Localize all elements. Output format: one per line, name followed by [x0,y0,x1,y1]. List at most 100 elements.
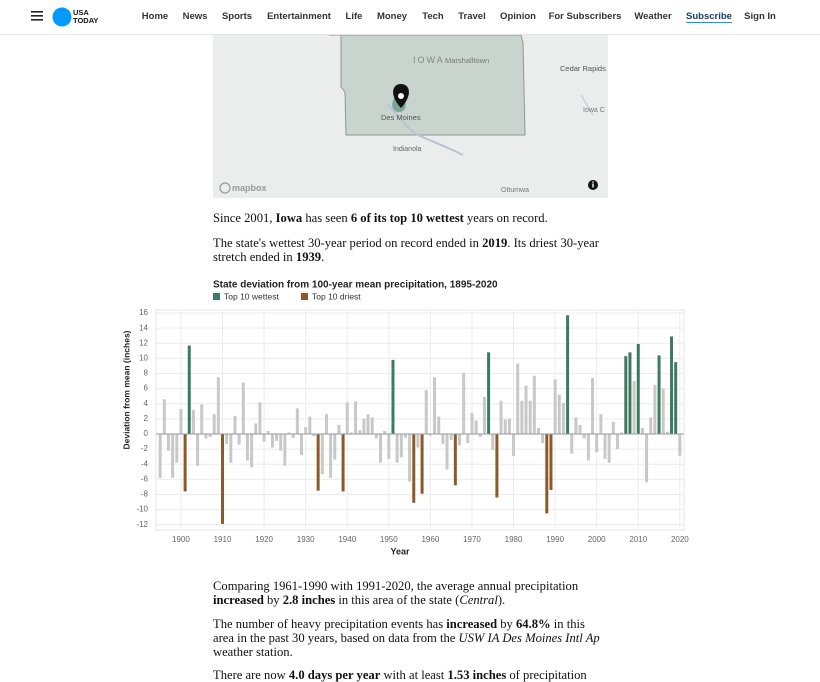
bar [462,372,466,434]
y-tick-label: 0 [144,429,149,438]
x-tick-label: 2020 [671,535,689,544]
x-tick-label: 1990 [546,535,564,544]
bar [403,433,407,438]
bar [670,336,674,434]
nav-link[interactable]: Home [141,11,169,22]
bar [399,433,403,458]
bar [520,400,524,434]
nav-link[interactable]: Sports [221,11,253,22]
nav-link[interactable]: Life [345,11,363,22]
bar [358,430,362,434]
nav-link[interactable]: News [182,11,208,22]
bar [270,433,274,448]
bar [354,401,358,434]
nav-link[interactable]: Sign In [744,11,776,22]
bar [212,414,216,434]
y-tick-label: 6 [144,384,149,393]
bar [304,427,308,434]
text-run: Comparing 1961-1990 with 1991-2020, the … [213,579,579,593]
bar [678,433,682,456]
bar [383,430,387,434]
legend-label: Top 10 driest [312,291,361,301]
nav-link[interactable]: Travel [458,11,486,22]
map-label: Indianola [393,146,422,153]
bar [287,432,291,434]
bar [649,417,653,434]
bar [528,400,532,434]
text-run: by [497,617,516,631]
nav-link[interactable]: Money [376,11,408,22]
map-label: IOWA [413,55,445,65]
bar [599,414,603,434]
bar [624,356,628,434]
nav-link[interactable]: For Subscribers [548,11,622,22]
x-axis-label: Year [390,546,410,556]
bar [607,433,611,463]
paragraph: The number of heavy precipitation events… [213,617,608,659]
bar [636,344,640,434]
logo-text[interactable]: USA TODAY [73,9,98,25]
nav-link[interactable]: Subscribe [686,11,732,23]
x-tick-label: 1900 [172,535,190,544]
bar [503,419,507,434]
bar [362,418,366,434]
nav-link[interactable]: Weather [634,11,672,22]
paragraph: There are now 4.0 days per year with at … [213,668,608,682]
bar [495,433,499,498]
bar [574,417,578,434]
bar [453,433,457,486]
text-run: has seen [302,211,351,225]
text-run: 1.53 inches [447,668,507,682]
bar [300,433,304,456]
menu-icon[interactable] [30,9,44,23]
bar [591,378,595,434]
y-tick-label: 14 [139,323,148,332]
x-tick-label: 1930 [297,535,315,544]
text-run: 2019 [482,236,508,250]
bar [366,414,370,434]
y-tick-label: -4 [141,459,149,468]
bar [233,415,237,434]
bar [208,433,212,438]
map-label: Marshalltown [445,56,489,65]
bar [341,433,345,492]
bar [620,432,624,434]
text-run: increased [213,593,264,607]
legend-swatch [301,293,308,300]
text-run: of precipitation [506,668,587,682]
bar [632,381,636,434]
y-tick-label: 8 [144,369,149,378]
bar [283,433,287,466]
bar [507,418,511,434]
text-run: ). [497,593,506,607]
map-label: Iowa C [583,107,605,114]
legend-swatch [213,293,220,300]
text-run: weather station. [213,645,293,659]
bar [250,433,254,468]
bar [570,433,574,454]
x-tick-label: 1960 [421,535,439,544]
logo-line: USA [73,8,89,17]
bar [424,390,428,434]
text-run: in this area in the past 30 years, based… [213,617,585,645]
logo-circle[interactable] [52,7,72,27]
text-run: The number of heavy precipitation events… [213,617,447,631]
bar [158,433,162,478]
nav-link[interactable]: Tech [422,11,444,22]
bar [611,421,615,434]
text-run: . Its driest 30-year stretch ended in [213,236,599,264]
bar [187,345,191,434]
bar [412,433,416,503]
map-label: Cedar Rapids [560,64,606,73]
nav-link[interactable]: Entertainment [267,11,331,22]
header: USA TODAY Home News Sports Entertainment Lif… [0,0,820,35]
bar [262,433,266,442]
y-tick-label: -8 [141,490,149,499]
nav-link[interactable]: Opinion [500,11,536,22]
text-run: increased [446,617,498,631]
bar [645,433,649,483]
bar [229,433,233,463]
text-run: 6 of its top 10 wettest [350,211,464,225]
bar [291,433,295,438]
bar [275,433,279,441]
